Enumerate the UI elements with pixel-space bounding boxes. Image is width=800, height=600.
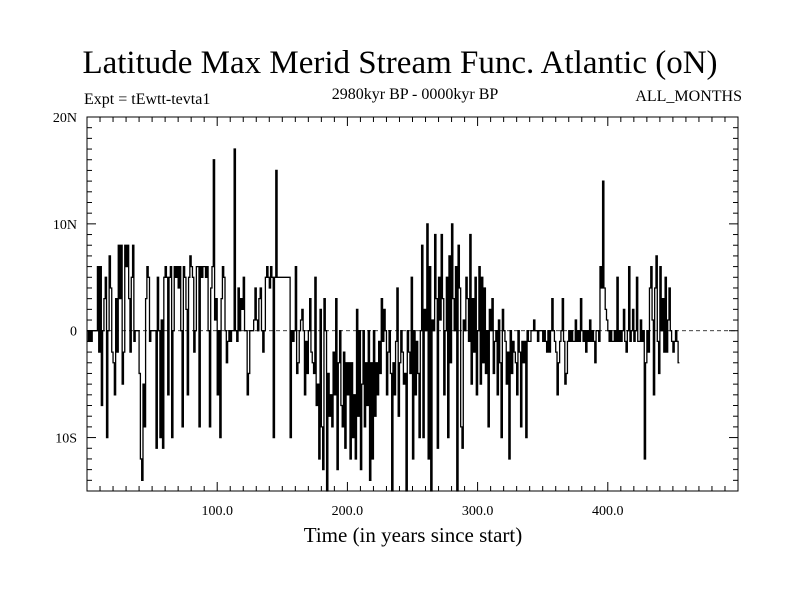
x-tick-label: 300.0 bbox=[462, 504, 494, 519]
x-axis-label: Time (in years since start) bbox=[303, 523, 523, 547]
series-line-0 bbox=[87, 148, 680, 492]
x-tick-label: 200.0 bbox=[332, 504, 364, 519]
experiment-label: Expt = tEwtt-tevta1 bbox=[84, 91, 211, 108]
time-period-label: 2980kyr BP - 0000kyr BP bbox=[331, 86, 499, 103]
x-tick-label: 400.0 bbox=[592, 504, 624, 519]
y-tick-label: 20N bbox=[53, 111, 77, 126]
y-tick-label: 10S bbox=[55, 432, 77, 447]
months-label: ALL_MONTHS bbox=[635, 88, 742, 105]
x-tick-label: 100.0 bbox=[201, 504, 233, 519]
plot-frame bbox=[86, 116, 739, 492]
chart-title: Latitude Max Merid Stream Func. Atlantic… bbox=[82, 45, 718, 81]
y-tick-label: 0 bbox=[70, 325, 77, 340]
y-tick-label: 10N bbox=[53, 218, 77, 233]
